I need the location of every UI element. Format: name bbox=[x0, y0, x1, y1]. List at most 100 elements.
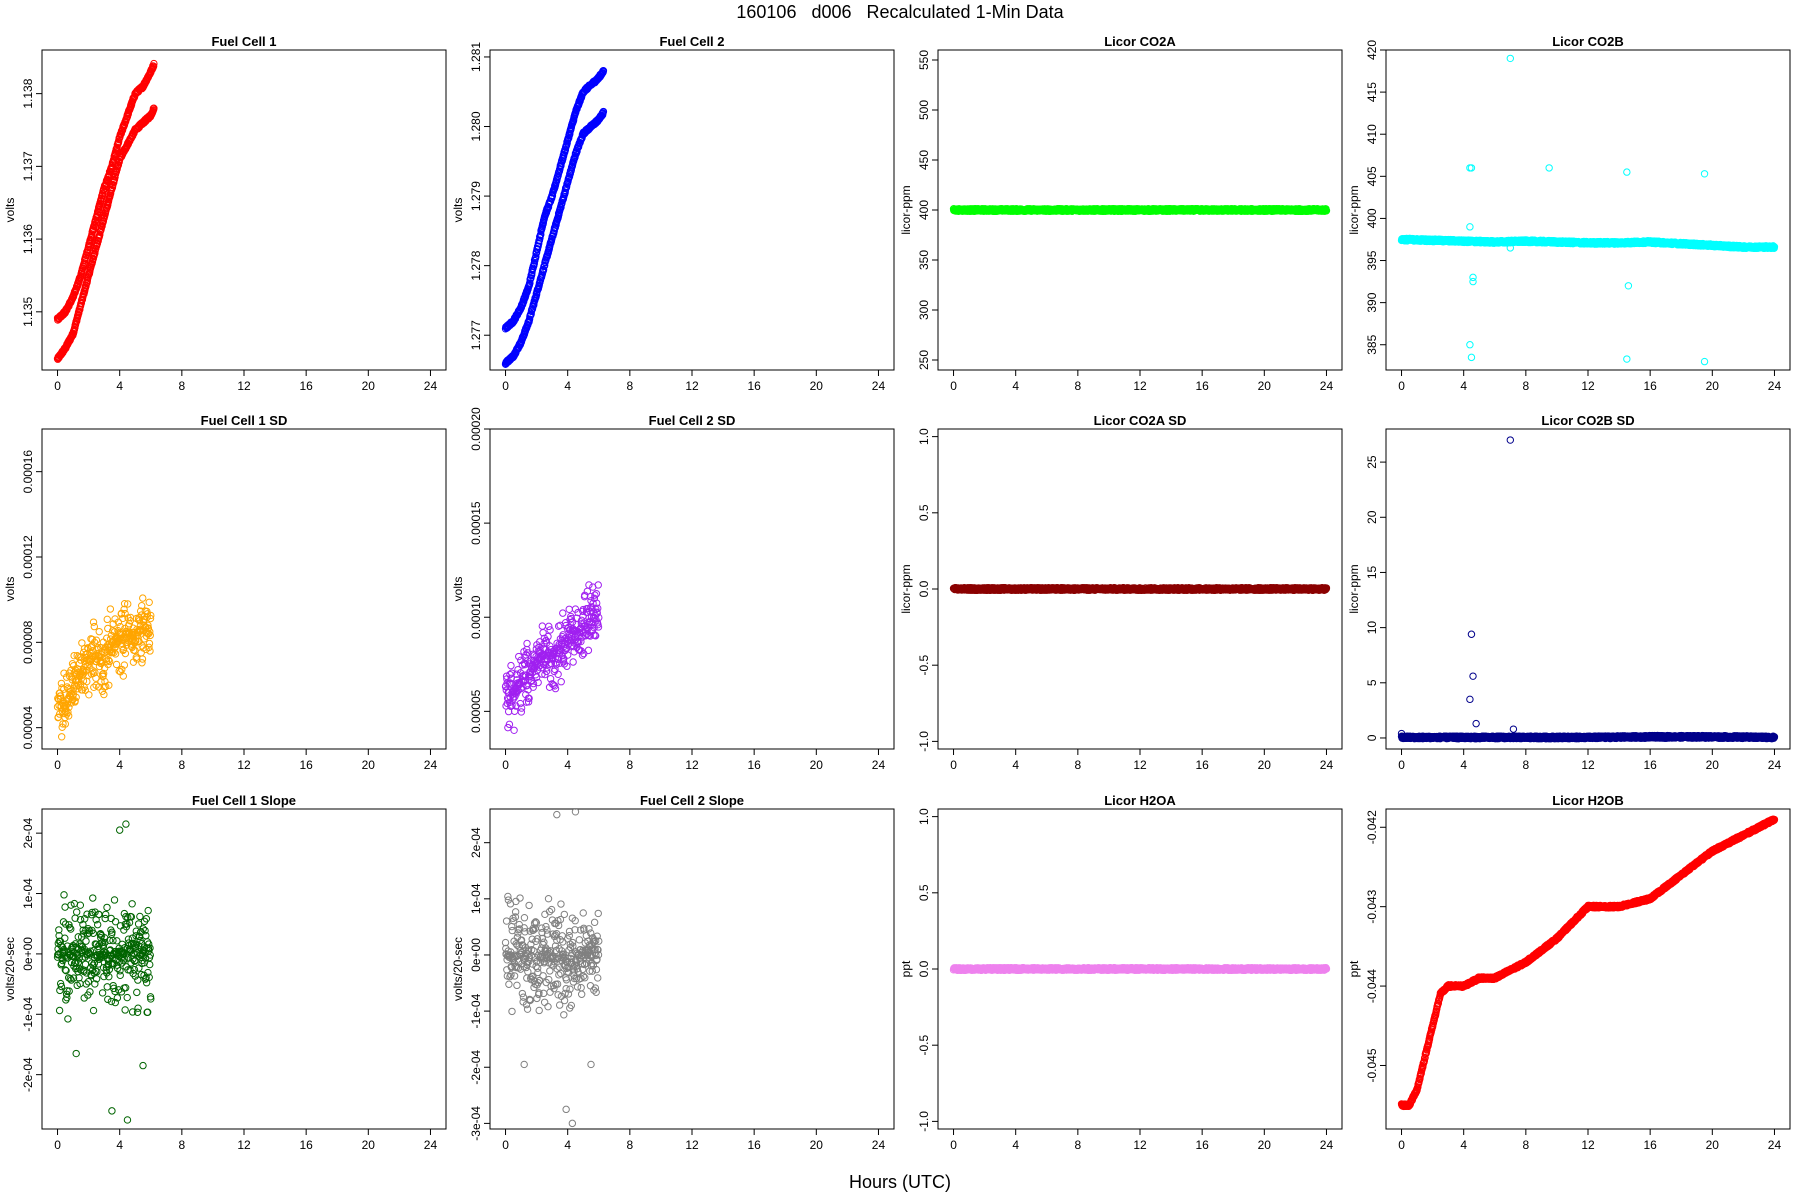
data-point bbox=[147, 611, 155, 620]
data-point bbox=[527, 310, 535, 318]
x-tick-label: 16 bbox=[299, 758, 313, 772]
data-point bbox=[144, 629, 153, 638]
data-point bbox=[536, 234, 544, 242]
data-point bbox=[146, 628, 154, 636]
data-point bbox=[146, 647, 154, 655]
y-tick-label: 250 bbox=[917, 350, 931, 370]
x-tick-label: 12 bbox=[1133, 379, 1147, 393]
x-tick-label: 16 bbox=[1643, 379, 1657, 393]
y-tick-label: 420 bbox=[1365, 40, 1379, 60]
y-tick-label: 1.135 bbox=[21, 296, 35, 326]
data-point bbox=[121, 649, 130, 658]
data-point bbox=[119, 672, 128, 680]
data-point bbox=[144, 624, 153, 632]
data-point bbox=[73, 651, 81, 660]
data-point bbox=[510, 726, 518, 734]
data-point bbox=[1770, 243, 1779, 251]
y-tick-label: 300 bbox=[917, 300, 931, 320]
data-point bbox=[138, 655, 147, 663]
data-point bbox=[1466, 341, 1474, 349]
x-tick-label: 0 bbox=[950, 379, 957, 393]
data-point bbox=[104, 656, 113, 664]
data-point bbox=[1700, 170, 1709, 178]
data-point bbox=[105, 681, 113, 689]
panel-fc2sd: Fuel Cell 2 SD0 4 8 12 16 20 240.000050.000100… bbox=[451, 407, 895, 772]
data-point bbox=[526, 279, 534, 287]
data-points bbox=[1397, 54, 1779, 366]
data-point bbox=[109, 627, 117, 635]
data-point bbox=[120, 605, 128, 614]
x-tick-label: 0 bbox=[54, 379, 61, 393]
data-point bbox=[63, 710, 71, 718]
x-tick-label: 8 bbox=[1523, 379, 1530, 393]
data-point bbox=[110, 648, 118, 657]
data-point bbox=[126, 617, 135, 625]
x-tick-label: 12 bbox=[1581, 379, 1595, 393]
y-tick-label: 0.00020 bbox=[469, 407, 483, 451]
data-point bbox=[60, 669, 68, 677]
data-point bbox=[599, 107, 608, 116]
y-tick-label: 410 bbox=[1365, 124, 1379, 144]
data-point bbox=[1700, 357, 1709, 366]
data-point bbox=[57, 733, 66, 741]
data-points bbox=[501, 581, 603, 734]
data-point bbox=[557, 203, 565, 212]
y-tick-label: 350 bbox=[917, 250, 931, 270]
x-tick-label: 0 bbox=[502, 758, 509, 772]
x-tick-label: 24 bbox=[872, 758, 886, 772]
data-point bbox=[599, 67, 608, 75]
data-point bbox=[139, 594, 147, 602]
x-tick-label: 4 bbox=[564, 758, 571, 772]
data-point bbox=[505, 720, 514, 729]
data-point bbox=[73, 317, 81, 325]
x-tick-label: 24 bbox=[1768, 379, 1782, 393]
y-tick-label: 1.138 bbox=[21, 78, 35, 108]
data-point bbox=[90, 622, 99, 631]
y-tick-label: 0.00008 bbox=[21, 620, 35, 664]
data-point bbox=[114, 618, 123, 626]
data-point bbox=[101, 677, 109, 686]
data-point bbox=[1469, 273, 1477, 282]
data-point bbox=[109, 620, 117, 628]
data-point bbox=[63, 700, 72, 708]
x-tick-label: 24 bbox=[424, 758, 438, 772]
data-point bbox=[145, 643, 153, 652]
data-point bbox=[532, 252, 540, 261]
panel-title: Fuel Cell 2 SD bbox=[649, 413, 736, 428]
data-point bbox=[1466, 223, 1474, 231]
x-tick-label: 4 bbox=[116, 758, 123, 772]
y-tick-label: 1.137 bbox=[21, 151, 35, 181]
data-point bbox=[90, 683, 98, 692]
data-point bbox=[80, 669, 88, 677]
x-tick-label: 24 bbox=[872, 379, 886, 393]
data-point bbox=[95, 627, 103, 636]
panel-title: Licor CO2B bbox=[1552, 34, 1624, 49]
x-tick-label: 12 bbox=[685, 758, 699, 772]
data-point bbox=[112, 660, 121, 669]
data-point bbox=[515, 652, 523, 661]
data-point bbox=[146, 614, 155, 623]
y-tick-label: 390 bbox=[1365, 292, 1379, 312]
data-point bbox=[133, 655, 141, 663]
data-point bbox=[146, 631, 154, 640]
plot-frame bbox=[1385, 49, 1791, 371]
panel-title: Fuel Cell 2 bbox=[659, 34, 724, 49]
data-point bbox=[111, 650, 120, 658]
y-axis-label: volts bbox=[451, 198, 465, 223]
data-point bbox=[145, 598, 153, 607]
data-point bbox=[1545, 164, 1553, 172]
y-tick-label: 415 bbox=[1365, 82, 1379, 102]
data-points bbox=[53, 594, 155, 741]
data-point bbox=[1469, 277, 1477, 286]
data-points bbox=[501, 67, 608, 368]
data-point bbox=[150, 59, 158, 68]
data-point bbox=[89, 667, 97, 675]
data-point bbox=[532, 290, 541, 299]
y-tick-label: 1.280 bbox=[469, 111, 483, 141]
x-tick-label: 8 bbox=[1075, 379, 1082, 393]
data-point bbox=[150, 104, 158, 112]
data-point bbox=[138, 659, 146, 667]
data-point bbox=[103, 615, 111, 624]
